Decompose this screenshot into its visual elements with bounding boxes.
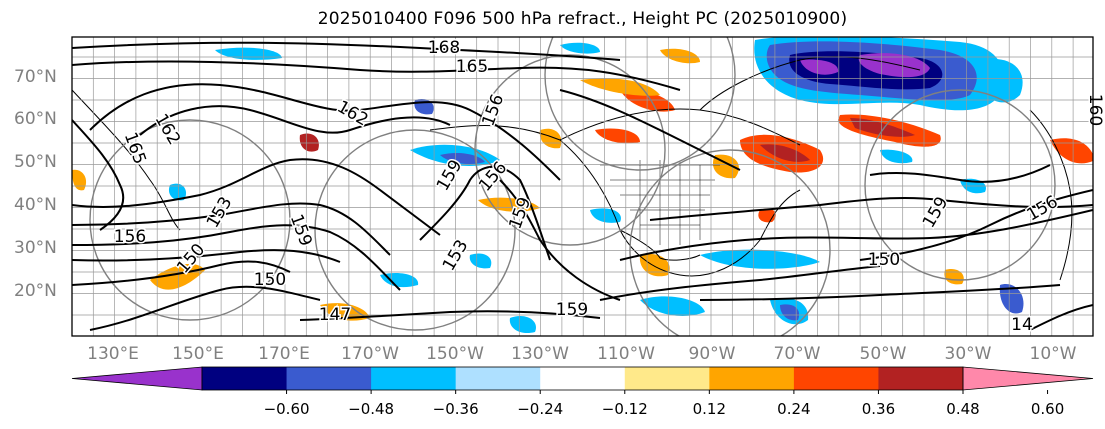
contour-label: 159: [286, 212, 316, 249]
contour-label: 165: [456, 57, 488, 77]
coastlines: [72, 56, 1073, 281]
colorbar-segment: [371, 367, 457, 390]
colorbar-segment: [286, 367, 372, 390]
latitude-label: 70°N: [14, 67, 57, 87]
colorbar-tick-label: −0.36: [432, 400, 479, 418]
colorbar-outline: [201, 366, 964, 391]
longitude-label: 30°W: [944, 344, 992, 364]
contour-label: 156: [114, 227, 146, 247]
colorbar-extend-min: [71, 366, 203, 391]
range-rings: [89, 37, 1056, 336]
contour-label: 159: [556, 300, 588, 320]
colorbar-segment: [540, 367, 626, 390]
longitude-label: 170°W: [341, 344, 399, 364]
longitude-label: 170°E: [258, 344, 310, 364]
colorbar-segment: [793, 367, 879, 390]
latitude-label: 50°N: [14, 152, 57, 172]
contour-label: 153: [439, 236, 473, 274]
colorbar: [71, 366, 1094, 394]
colorbar-tick-label: −0.48: [348, 400, 395, 418]
colorbar-tick-label: 0.24: [777, 400, 811, 418]
colorbar-tick-label: 0.60: [1030, 400, 1065, 418]
contour-label: 168: [428, 38, 460, 58]
longitude-label: 90°W: [688, 344, 736, 364]
longitude-label: 10°W: [1029, 344, 1077, 364]
contour-label: 156: [478, 92, 508, 129]
colorbar-tick-label: −0.60: [263, 400, 310, 418]
latitude-label: 20°N: [14, 281, 57, 301]
map-frame: [71, 36, 1094, 337]
colorbar-segment: [709, 367, 795, 390]
contour-label: 150: [868, 250, 900, 270]
longitude-label: 130°E: [87, 344, 139, 364]
figure-title: 2025010400 F096 500 hPa refract., Height…: [317, 9, 848, 29]
contour-label: 147: [319, 305, 351, 325]
contour-label: 160: [1085, 94, 1105, 126]
longitude-label: 50°W: [859, 344, 907, 364]
shading-layer: [72, 37, 1093, 334]
latitude-label: 60°N: [14, 109, 57, 129]
height-contours: [72, 41, 1093, 331]
colorbar-tick-label: −0.24: [517, 400, 564, 418]
latitude-label: 30°N: [14, 238, 57, 258]
graticule: [72, 37, 1093, 336]
contour-label: 165: [120, 130, 150, 167]
colorbar-segment: [202, 367, 288, 390]
contour-label: 150: [254, 270, 286, 290]
longitude-label: 150°E: [172, 344, 224, 364]
colorbar-segment: [455, 367, 541, 390]
colorbar-tick-label: 0.36: [861, 400, 896, 418]
longitude-label: 110°W: [597, 344, 655, 364]
colorbar-tick-label: −0.12: [601, 400, 648, 418]
colorbar-tick-label: 0.48: [946, 400, 980, 418]
colorbar-segment: [878, 367, 964, 390]
longitude-label: 70°W: [773, 344, 821, 364]
colorbar-extend-max: [962, 366, 1094, 391]
colorbar-segment: [624, 367, 710, 390]
longitude-label: 150°W: [426, 344, 484, 364]
latitude-label: 40°N: [14, 195, 57, 215]
longitude-label: 130°W: [511, 344, 569, 364]
colorbar-tick-label: 0.12: [692, 400, 727, 418]
contour-label: 156: [1023, 192, 1061, 226]
state-borders: [600, 160, 720, 245]
contour-label: 14: [1011, 315, 1033, 335]
